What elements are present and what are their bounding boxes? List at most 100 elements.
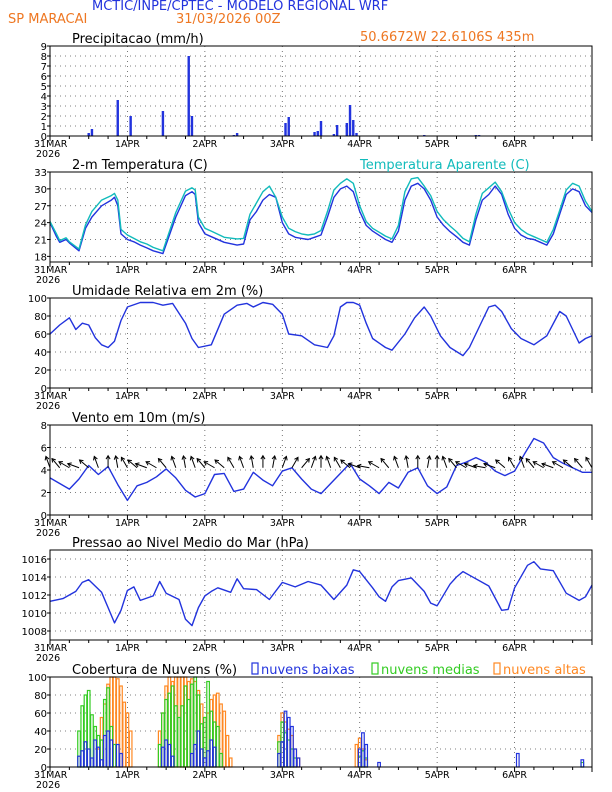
x-tick-label: 3APR <box>270 643 295 654</box>
wind-arrow <box>357 465 370 469</box>
y-tick-label: 9 <box>41 42 47 53</box>
y-tick-label: 60 <box>34 330 47 341</box>
header-run: 31/03/2026 00Z <box>176 12 281 27</box>
cloud-legend-swatch <box>251 662 259 675</box>
x-tick-label: 4APR <box>347 643 372 654</box>
y-tick-label: 1016 <box>22 555 47 566</box>
y-tick-label: 1010 <box>22 609 47 620</box>
wind-arrow-head <box>367 461 373 466</box>
x-tick-label: 3APR <box>270 770 295 781</box>
wind-arrow-head <box>312 455 317 461</box>
y-tick-label: 30 <box>34 185 47 196</box>
y-tick-label: 1014 <box>22 573 47 584</box>
panel-frame <box>49 297 593 389</box>
x-tick-year: 2026 <box>36 528 60 539</box>
cloud-legend-label: nuvens medias <box>381 663 480 678</box>
wind-arrow-head <box>562 459 568 464</box>
wind-arrow-head <box>463 462 469 468</box>
x-tick-label: 31MAR <box>34 139 68 150</box>
wind-arrow-head <box>170 455 176 461</box>
x-tick-label: 31MAR <box>34 265 68 276</box>
wind-arrow <box>79 459 90 469</box>
x-tick-label: 2APR <box>192 391 217 402</box>
wind-arrow-head <box>189 455 195 461</box>
wind-arrow-head <box>507 456 513 462</box>
wind-arrow-head <box>105 454 111 460</box>
wind-arrow-head <box>78 459 84 464</box>
precip-bar <box>313 132 316 136</box>
wind-arrow <box>203 461 215 469</box>
cloud-low-bar <box>361 732 365 768</box>
x-tick-label: 6APR <box>502 770 527 781</box>
wind-arrow <box>115 455 119 468</box>
cloud-mid-bar <box>180 705 185 768</box>
precip-bar <box>345 123 349 136</box>
wind-arrow <box>464 463 477 469</box>
x-tick-year: 2026 <box>36 780 60 791</box>
x-tick-label: 1APR <box>115 643 140 654</box>
wind-arrow <box>552 461 564 469</box>
wind-arrow <box>519 456 525 468</box>
cloud-legend-label: nuvens baixas <box>261 663 355 678</box>
panel-title: 2-m Temperatura (C) <box>72 158 208 173</box>
y-tick-label: 2 <box>41 112 47 123</box>
y-tick-label: 0 <box>41 132 47 143</box>
wind-arrow <box>214 459 225 469</box>
series-line-temp-1 <box>49 176 593 252</box>
wind-arrow <box>145 461 157 469</box>
cloud-legend-swatch <box>493 662 501 675</box>
wind-arrow <box>135 463 147 469</box>
precip-bar <box>129 116 132 136</box>
wind-arrow-head <box>585 456 590 462</box>
panel-frame <box>49 45 593 137</box>
x-tick-label: 4APR <box>347 518 372 529</box>
cloud-low-bar <box>364 743 369 768</box>
cloud-low-bar <box>167 743 172 768</box>
wind-arrow-head <box>203 461 209 466</box>
wind-arrow <box>227 457 235 469</box>
panel-title: Precipitacao (mm/h) <box>72 32 204 47</box>
panel-title: Umidade Relativa em 2m (%) <box>72 284 263 299</box>
cloud-low-bar <box>515 752 520 768</box>
cloud-legend-label: nuvens altas <box>503 663 586 678</box>
x-tick-label: 2APR <box>192 770 217 781</box>
wind-arrow <box>120 457 128 469</box>
y-tick-label: 80 <box>34 691 47 702</box>
x-tick-label: 4APR <box>347 770 372 781</box>
wind-arrow <box>158 458 167 469</box>
wind-arrow-head <box>494 459 500 464</box>
wind-arrow-head <box>238 455 243 461</box>
cloud-low-bar <box>115 743 120 768</box>
y-tick-label: 60 <box>34 709 47 720</box>
cloud-low-bar <box>83 741 88 768</box>
cloud-low-bar <box>290 725 294 768</box>
wind-arrow <box>58 461 70 469</box>
cloud-low-bar <box>164 739 169 768</box>
cloud-high-bar <box>222 710 227 768</box>
cloud-mid-bar <box>157 743 162 768</box>
cloud-low-bar <box>580 759 585 768</box>
wind-arrow-head <box>380 457 385 463</box>
x-tick-label: 5APR <box>425 139 450 150</box>
cloud-low-bar <box>209 739 214 768</box>
wind-arrow-head <box>551 461 557 466</box>
x-tick-label: 31MAR <box>34 391 68 402</box>
wind-arrow-head <box>181 454 187 460</box>
x-tick-label: 4APR <box>347 139 372 150</box>
cloud-high-bar <box>125 712 130 768</box>
y-tick-label: 5 <box>41 82 47 93</box>
wind-arrow <box>45 456 51 468</box>
cloud-low-bar <box>190 752 194 768</box>
y-tick-label: 7 <box>41 62 47 73</box>
y-tick-label: 6 <box>41 72 47 83</box>
wind-arrow-head <box>93 455 98 461</box>
wind-arrow-head <box>454 461 460 466</box>
wind-arrow-head <box>294 456 299 462</box>
y-tick-label: 21 <box>34 236 47 247</box>
y-tick-label: 8 <box>41 421 47 432</box>
x-tick-year: 2026 <box>36 275 60 286</box>
series-line-wind-0 <box>49 437 592 502</box>
cloud-low-bar <box>377 761 381 768</box>
wind-arrow-head <box>393 455 398 461</box>
